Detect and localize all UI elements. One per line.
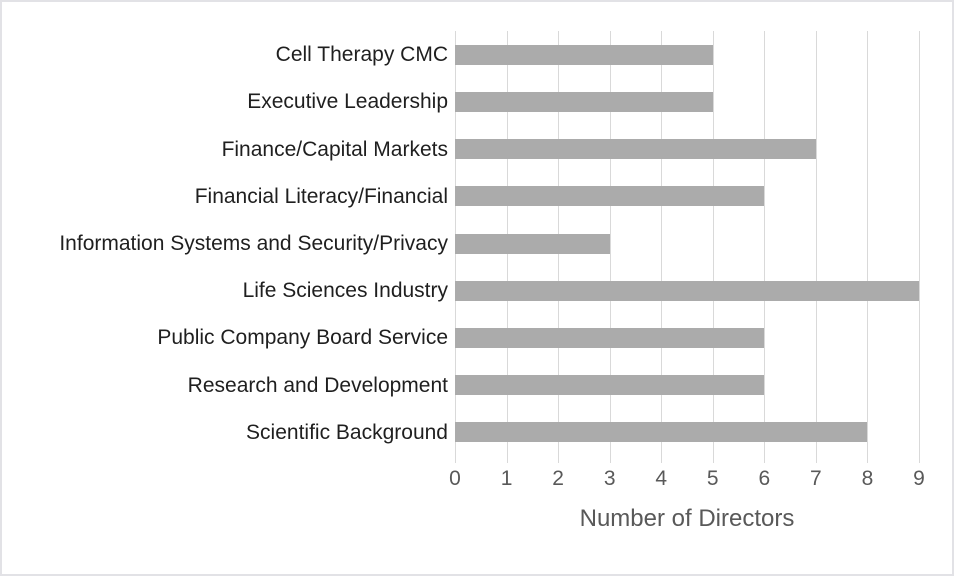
x-tick-label: 1: [500, 467, 513, 490]
category-label: Information Systems and Security/Privacy: [59, 231, 448, 255]
plot-area: [455, 31, 920, 463]
category-label: Cell Therapy CMC: [275, 43, 448, 67]
gridline: [661, 31, 663, 463]
gridline: [919, 31, 920, 463]
bar: [455, 186, 765, 207]
bar: [455, 422, 868, 443]
bar: [455, 44, 713, 65]
category-label: Life Sciences Industry: [242, 279, 448, 303]
x-tick-label: 9: [913, 467, 925, 490]
x-tick-label: 8: [861, 467, 874, 490]
gridline: [609, 31, 611, 463]
category-axis-labels: Cell Therapy CMC Executive Leadership Fina…: [2, 31, 448, 456]
category-label: Research and Development: [187, 373, 448, 397]
x-axis-title: Number of Directors: [579, 505, 795, 532]
gridline: [764, 31, 766, 463]
bar: [455, 139, 816, 160]
x-tick-label: 2: [552, 467, 564, 490]
bar: [455, 375, 765, 396]
bar: [455, 280, 919, 301]
category-label: Finance/Capital Markets: [221, 137, 448, 161]
gridline: [867, 31, 869, 463]
x-tick-label: 5: [706, 467, 719, 490]
category-label: Executive Leadership: [247, 90, 448, 114]
gridline: [712, 31, 714, 463]
x-tick-label: 4: [655, 467, 668, 490]
x-tick-label: 6: [758, 467, 771, 490]
x-tick-label: 3: [603, 467, 616, 490]
category-label: Public Company Board Service: [157, 326, 448, 350]
bar: [455, 233, 610, 254]
x-axis-tick-labels: 0 1 2 3 4 5 6 7 8 9: [449, 467, 925, 494]
category-label: Scientific Background: [246, 420, 448, 444]
bar: [455, 91, 713, 112]
x-tick-label: 0: [449, 467, 461, 490]
x-tick-label: 7: [810, 467, 822, 490]
bar: [455, 327, 765, 348]
category-label: Financial Literacy/Financial: [194, 184, 448, 208]
gridline: [815, 31, 817, 463]
